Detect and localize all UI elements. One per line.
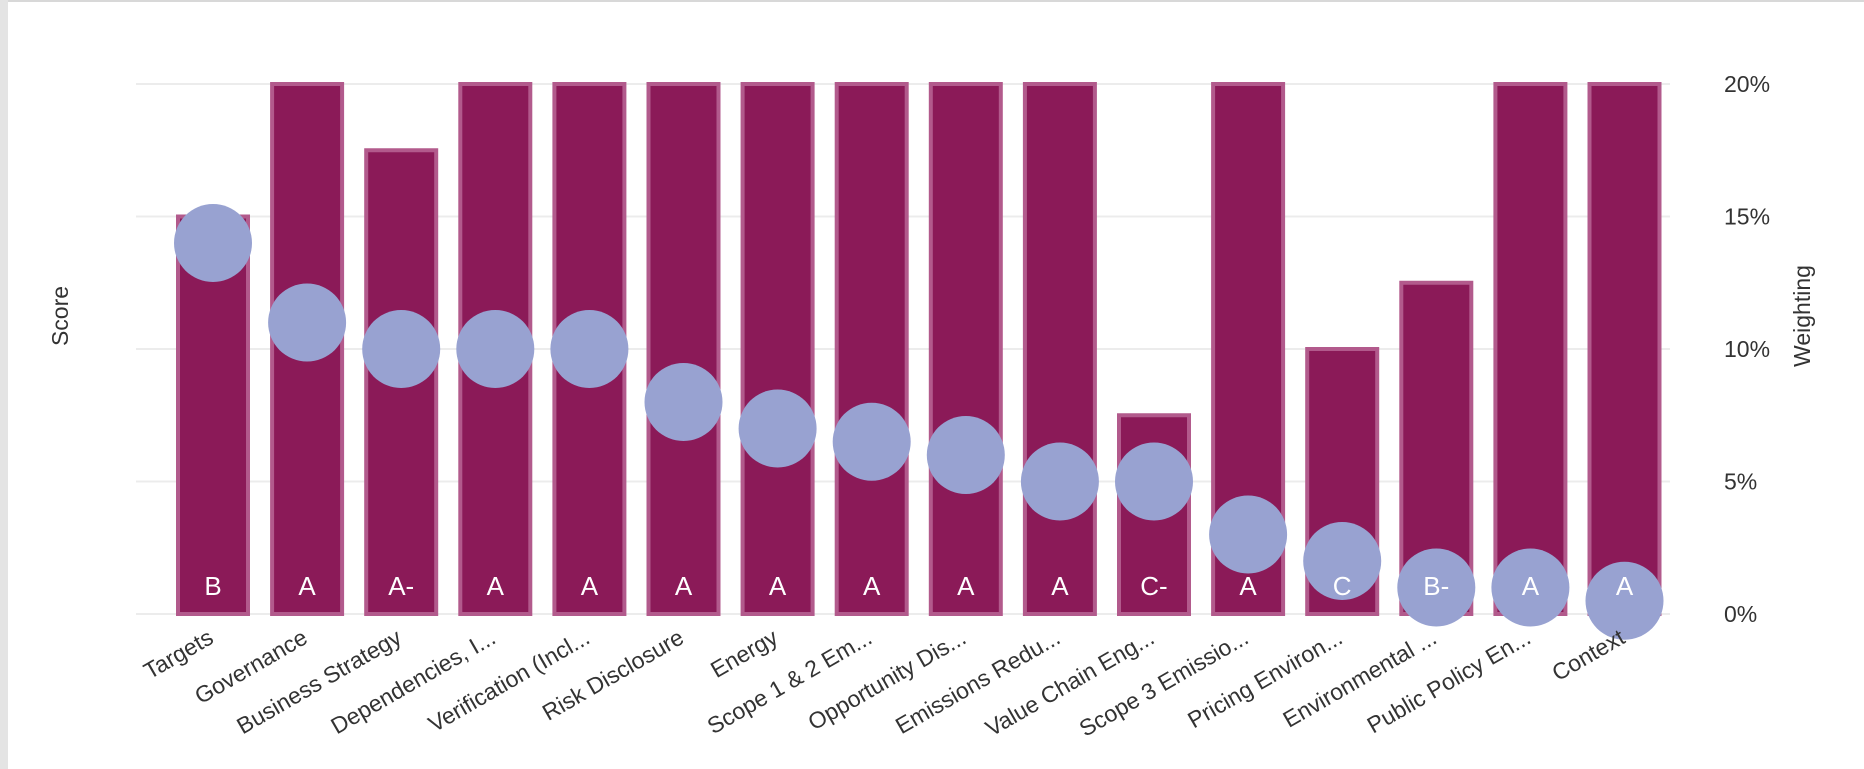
y-tick-label: 20% xyxy=(1724,71,1770,97)
y-tick-label: 5% xyxy=(1724,469,1757,495)
x-tick-label: Pricing Environ... xyxy=(1183,624,1347,733)
bar xyxy=(740,82,815,616)
score-label: A xyxy=(1522,571,1540,601)
weighting-marker xyxy=(738,389,817,468)
x-tick-label: Value Chain Eng... xyxy=(981,624,1159,742)
x-tick-label: Public Policy En... xyxy=(1362,624,1534,739)
y-tick-label: 15% xyxy=(1724,204,1770,230)
bar xyxy=(646,82,721,616)
x-tick-label: Scope 1 & 2 Em... xyxy=(703,624,877,739)
weighting-marker xyxy=(926,416,1005,494)
weighting-marker xyxy=(1303,522,1382,600)
score-label: C xyxy=(1333,571,1352,601)
weighting-marker xyxy=(644,363,723,441)
bar xyxy=(928,82,1003,616)
score-label: C- xyxy=(1140,571,1167,601)
score-label: B xyxy=(204,571,221,601)
weighting-marker xyxy=(1585,561,1664,640)
chart-card: B A A- A A A A A A A C- A C B- A A 0% 5% 10% 15% 20% Target… xyxy=(8,0,1864,769)
x-tick-label: Business Strategy xyxy=(232,624,406,739)
weighting-marker xyxy=(1397,548,1476,627)
weighting-marker xyxy=(362,310,441,388)
weighting-marker xyxy=(1020,442,1099,521)
x-tick-label: Targets xyxy=(139,624,217,684)
y-axis-ticks: 0% 5% 10% 15% 20% xyxy=(1724,71,1770,627)
score-label: A xyxy=(863,571,881,601)
weighting-marker xyxy=(1209,495,1288,574)
x-tick-label: Environmental ... xyxy=(1278,624,1440,733)
score-label: A- xyxy=(388,571,414,601)
weighting-marker xyxy=(550,310,629,388)
x-tick-label: Energy xyxy=(706,624,783,683)
score-label: A xyxy=(769,571,787,601)
score-label: A xyxy=(1239,571,1257,601)
y-tick-label: 0% xyxy=(1724,601,1757,627)
weighting-marker xyxy=(1491,548,1570,627)
y-tick-label: 10% xyxy=(1724,336,1770,362)
bar xyxy=(834,82,909,616)
weighting-marker xyxy=(456,310,535,388)
y-axis-title-left: Score xyxy=(47,286,73,346)
score-label: A xyxy=(581,571,599,601)
bar xyxy=(1493,82,1568,616)
score-label: A xyxy=(1616,571,1634,601)
x-tick-label: Context xyxy=(1547,624,1629,686)
x-tick-label: Scope 3 Emissio... xyxy=(1075,624,1253,742)
weighting-markers xyxy=(174,204,1664,640)
x-tick-label: Opportunity Dis... xyxy=(803,624,970,735)
y-axis-title-right: Weighting xyxy=(1789,265,1815,367)
score-label: A xyxy=(487,571,505,601)
score-labels: B A A- A A A A A A A C- A C B- A A xyxy=(204,571,1634,601)
weighting-marker xyxy=(832,402,911,481)
score-label: B- xyxy=(1423,571,1449,601)
score-label: A xyxy=(1051,571,1069,601)
score-label: A xyxy=(675,571,693,601)
x-tick-label: Dependencies, I... xyxy=(326,624,500,739)
score-label: A xyxy=(298,571,316,601)
weighting-marker xyxy=(268,283,347,362)
score-label: A xyxy=(957,571,975,601)
x-tick-label: Verification (Incl... xyxy=(424,624,594,737)
bar xyxy=(1022,82,1097,616)
weighting-marker xyxy=(1115,442,1193,521)
x-tick-label: Emissions Redu... xyxy=(891,624,1065,739)
bar xyxy=(176,214,250,616)
bar xyxy=(1587,82,1662,616)
combo-chart: B A A- A A A A A A A C- A C B- A A 0% 5% 10% 15% 20% Target… xyxy=(47,71,1815,742)
weighting-marker xyxy=(174,204,252,282)
